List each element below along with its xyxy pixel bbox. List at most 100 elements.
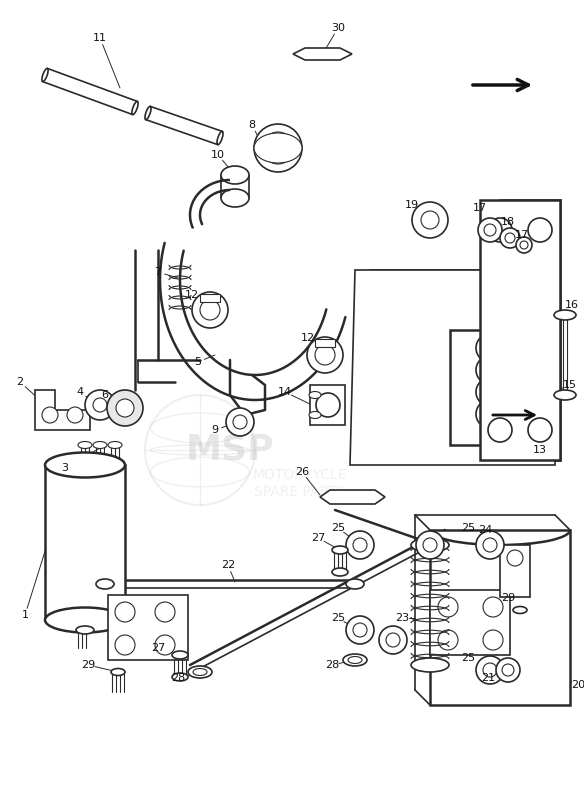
Polygon shape xyxy=(350,270,560,465)
Text: 3: 3 xyxy=(61,463,68,473)
Text: 30: 30 xyxy=(331,23,345,33)
Text: 11: 11 xyxy=(93,33,107,43)
Circle shape xyxy=(192,292,228,328)
Bar xyxy=(315,339,335,347)
Text: 16: 16 xyxy=(565,300,579,310)
Circle shape xyxy=(483,407,497,421)
Circle shape xyxy=(116,399,134,417)
Ellipse shape xyxy=(111,669,125,675)
Ellipse shape xyxy=(193,669,207,675)
Text: 27: 27 xyxy=(311,533,325,543)
Bar xyxy=(430,530,570,705)
Text: 7: 7 xyxy=(154,267,162,277)
Text: 12: 12 xyxy=(301,333,315,343)
Text: 12: 12 xyxy=(185,290,199,300)
Ellipse shape xyxy=(45,607,125,633)
Circle shape xyxy=(438,597,458,617)
Polygon shape xyxy=(370,200,560,460)
Text: 27: 27 xyxy=(151,643,165,653)
Circle shape xyxy=(476,334,504,362)
Circle shape xyxy=(200,300,220,320)
Circle shape xyxy=(488,218,512,242)
Text: 26: 26 xyxy=(295,467,309,477)
Circle shape xyxy=(476,656,504,684)
Circle shape xyxy=(528,418,552,442)
Text: 22: 22 xyxy=(221,560,235,570)
Polygon shape xyxy=(35,390,90,430)
Bar xyxy=(430,590,510,655)
Circle shape xyxy=(93,398,107,412)
Text: 20: 20 xyxy=(571,680,584,690)
Bar xyxy=(108,595,188,660)
Text: 29: 29 xyxy=(81,660,95,670)
Circle shape xyxy=(316,393,340,417)
Text: 25: 25 xyxy=(461,523,475,533)
Bar xyxy=(200,294,220,302)
Bar xyxy=(450,330,525,445)
Circle shape xyxy=(270,140,286,156)
Circle shape xyxy=(478,218,502,242)
Text: 24: 24 xyxy=(478,525,492,535)
Ellipse shape xyxy=(217,131,223,145)
Ellipse shape xyxy=(332,568,348,576)
Circle shape xyxy=(226,408,254,436)
Text: 29: 29 xyxy=(501,593,515,603)
Ellipse shape xyxy=(145,106,151,120)
Circle shape xyxy=(390,290,410,310)
Text: 14: 14 xyxy=(278,387,292,397)
Circle shape xyxy=(483,630,503,650)
Circle shape xyxy=(476,356,504,384)
Bar xyxy=(390,290,475,410)
Circle shape xyxy=(502,664,514,676)
Ellipse shape xyxy=(411,658,449,672)
Text: 25: 25 xyxy=(331,523,345,533)
Ellipse shape xyxy=(309,411,321,418)
Text: 9: 9 xyxy=(211,425,218,435)
Ellipse shape xyxy=(513,606,527,614)
Ellipse shape xyxy=(348,657,362,663)
Ellipse shape xyxy=(93,442,107,449)
Bar xyxy=(480,200,560,460)
Circle shape xyxy=(233,415,247,429)
Text: 13: 13 xyxy=(533,445,547,455)
Ellipse shape xyxy=(554,390,576,400)
Circle shape xyxy=(484,224,496,236)
Circle shape xyxy=(528,218,552,242)
Circle shape xyxy=(67,407,83,423)
Text: 2: 2 xyxy=(16,377,23,387)
Text: SPARE PARTS: SPARE PARTS xyxy=(254,485,346,499)
Ellipse shape xyxy=(76,626,94,634)
Text: MOTORCYCLE: MOTORCYCLE xyxy=(253,468,347,482)
Circle shape xyxy=(262,132,294,164)
Text: 6: 6 xyxy=(102,390,109,400)
Circle shape xyxy=(450,380,470,400)
Text: 4: 4 xyxy=(77,387,84,397)
Circle shape xyxy=(386,633,400,647)
Ellipse shape xyxy=(332,546,348,554)
Circle shape xyxy=(353,538,367,552)
Text: 18: 18 xyxy=(501,217,515,227)
Text: 15: 15 xyxy=(563,380,577,390)
Ellipse shape xyxy=(78,442,92,449)
Circle shape xyxy=(483,538,497,552)
Text: 25: 25 xyxy=(461,653,475,663)
Ellipse shape xyxy=(221,189,249,207)
Circle shape xyxy=(496,658,520,682)
Text: 19: 19 xyxy=(405,200,419,210)
Circle shape xyxy=(416,531,444,559)
Circle shape xyxy=(438,630,458,650)
Circle shape xyxy=(483,663,497,677)
Ellipse shape xyxy=(45,453,125,478)
Circle shape xyxy=(390,380,410,400)
Ellipse shape xyxy=(42,68,48,82)
Bar xyxy=(500,545,530,597)
Circle shape xyxy=(353,623,367,637)
Circle shape xyxy=(483,597,503,617)
Circle shape xyxy=(500,228,520,248)
Bar xyxy=(45,465,125,620)
Circle shape xyxy=(155,635,175,655)
Circle shape xyxy=(85,390,115,420)
Text: 5: 5 xyxy=(194,357,201,367)
Ellipse shape xyxy=(309,391,321,398)
Ellipse shape xyxy=(343,654,367,666)
